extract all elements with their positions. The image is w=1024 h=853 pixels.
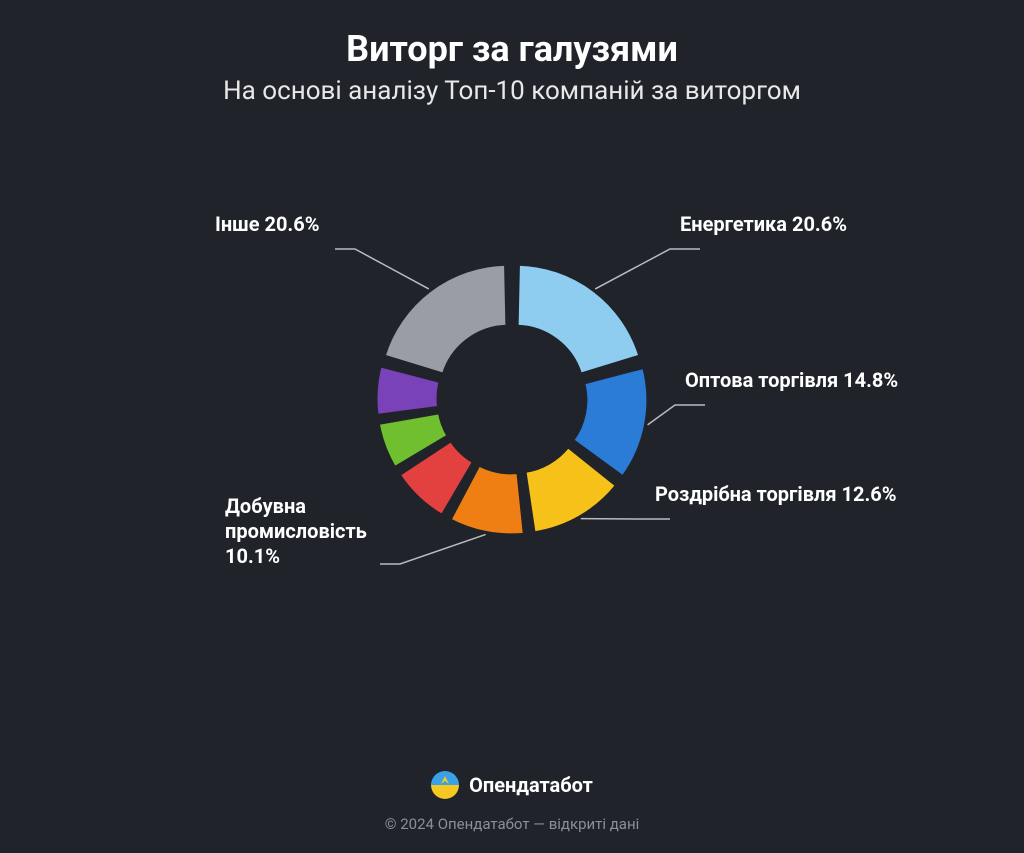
brand-name: Опендатабот xyxy=(469,773,593,797)
slice-label: Енергетика 20.6% xyxy=(680,212,847,237)
infographic-root: Виторг за галузями На основі аналізу Топ… xyxy=(0,0,1024,853)
slice-label: Оптова торгівля 14.8% xyxy=(685,368,898,393)
leader-line xyxy=(595,249,700,289)
leader-line xyxy=(380,534,486,564)
page-subtitle: На основі аналізу Топ-10 компаній за вит… xyxy=(223,76,801,106)
slice-label: Добувна промисловість 10.1% xyxy=(225,494,367,569)
slice-label: Роздрібна торгівля 12.6% xyxy=(655,482,897,507)
leader-line xyxy=(648,405,705,425)
brand-icon xyxy=(431,771,459,799)
slice-label: Інше 20.6% xyxy=(215,212,320,237)
page-title: Виторг за галузями xyxy=(346,28,678,70)
copyright-text: © 2024 Опендатабот — відкриті дані xyxy=(385,815,640,833)
donut-slice-segment-purple xyxy=(376,365,440,414)
footer: Опендатабот © 2024 Опендатабот — відкрит… xyxy=(385,771,640,853)
brand: Опендатабот xyxy=(431,771,593,799)
chart-area: Енергетика 20.6% Оптова торгівля 14.8% Роз… xyxy=(0,106,1024,771)
donut-chart xyxy=(0,129,1024,749)
leader-line xyxy=(335,249,429,289)
donut-slice-інше xyxy=(384,264,507,374)
donut-slice-енергетика xyxy=(517,264,640,374)
